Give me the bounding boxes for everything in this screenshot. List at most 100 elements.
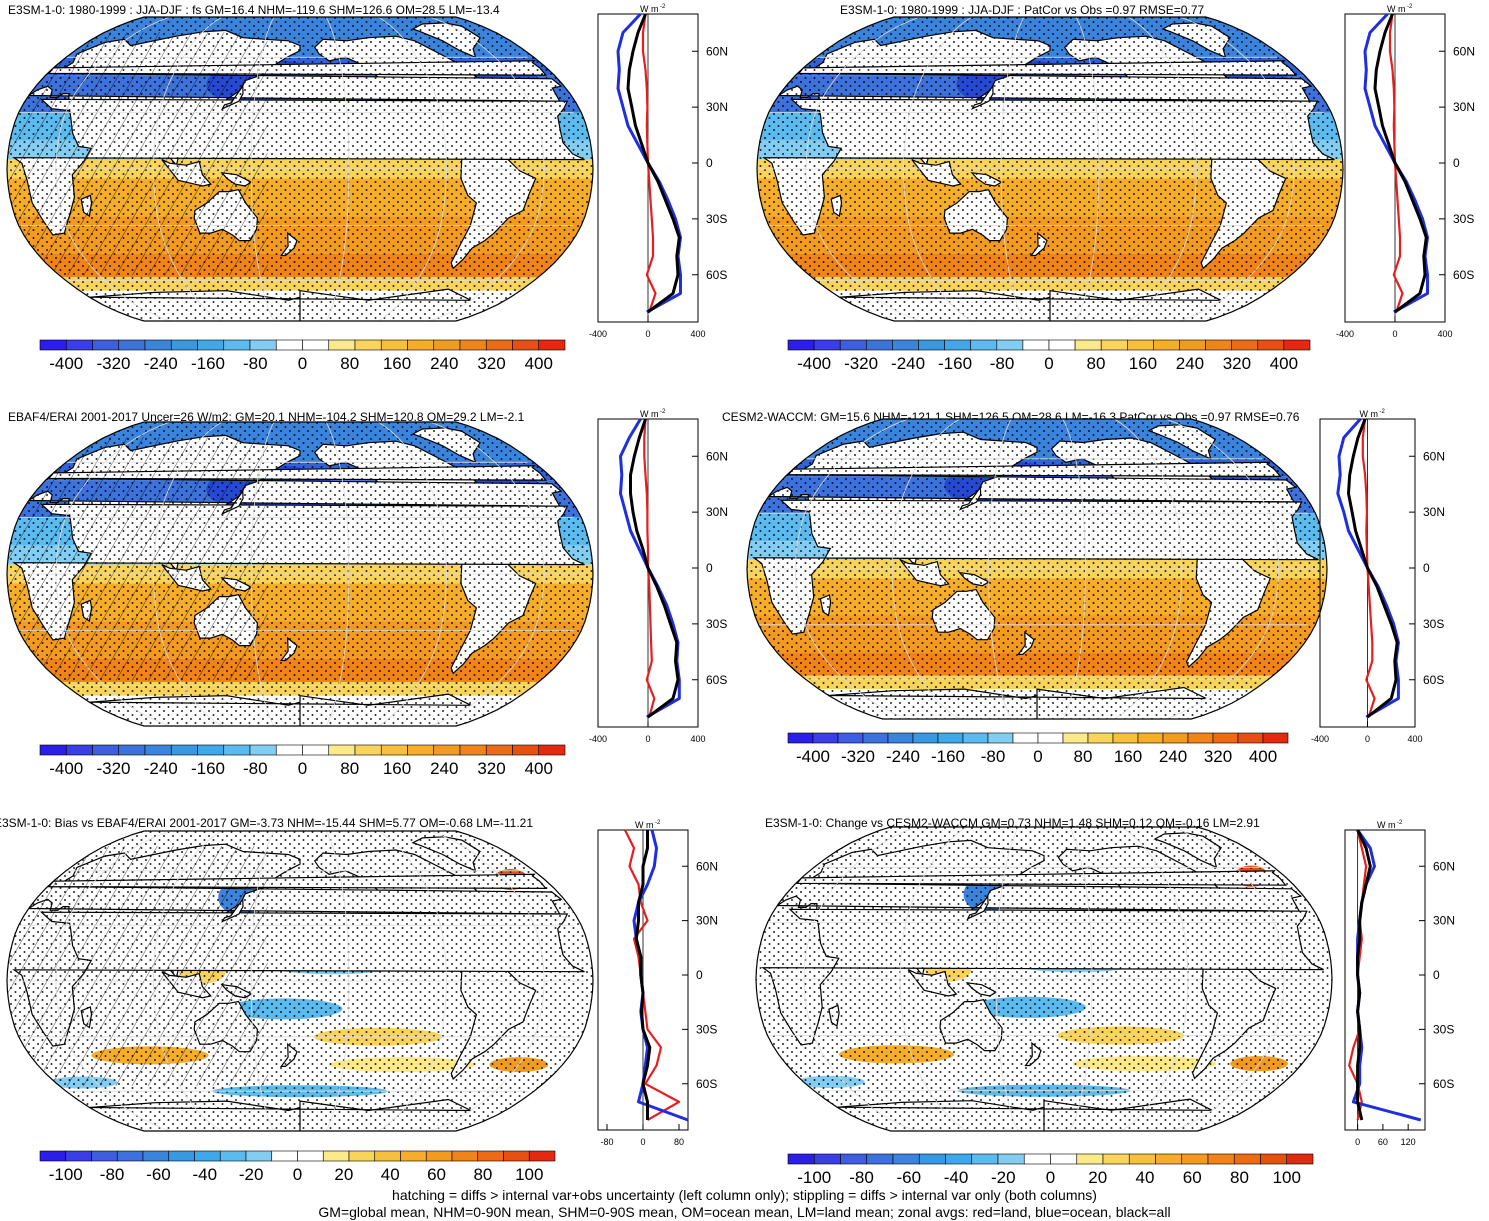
zonal-lat-label: 30N: [1423, 505, 1445, 519]
colorbar-swatch: [39, 339, 67, 351]
zonal-line-all: [1373, 13, 1428, 314]
zonal-frame: [1344, 829, 1426, 1131]
map-outline: [6, 830, 594, 1132]
colorbar-swatch: [840, 1153, 868, 1165]
panel-title: E3SM-1-0: Bias vs EBAF4/ERAI 2001-2017 G…: [0, 816, 534, 830]
zonal-unit: W m: [1387, 4, 1406, 14]
colorbar-swatch: [425, 1150, 453, 1162]
colorbar-tick-label: -240: [886, 747, 920, 766]
zonal-x-label: 400: [1407, 734, 1422, 744]
colorbar-swatch: [997, 1153, 1025, 1165]
colorbar-tick-label: 100: [1273, 1168, 1301, 1185]
colorbar-swatch: [1153, 339, 1180, 351]
colorbar-swatch: [1155, 1153, 1183, 1165]
zonal-lat-label: 0: [1433, 968, 1440, 982]
colorbar-swatch: [168, 1150, 195, 1162]
zonal-unit: W m: [1360, 409, 1379, 419]
colorbar-tick-label: 60: [1183, 1168, 1202, 1185]
zonal-lat-label: 60N: [1423, 449, 1445, 463]
colorbar-swatch: [1137, 732, 1164, 744]
zonal-lat-label: 30N: [696, 914, 718, 928]
colorbar-tick-label: -240: [891, 354, 925, 373]
panel-graphics: -100 -80 -60 -40 -20 0 20 40 60 80 10060N30N030S60…: [755, 820, 1455, 1185]
colorbar-tick-label: -160: [938, 354, 972, 373]
colorbar-swatch: [249, 744, 277, 756]
colorbar-swatch: [1074, 339, 1102, 351]
map-field: [757, 17, 1343, 321]
zonal-line-all: [634, 830, 652, 1120]
colorbar-swatch: [65, 339, 93, 351]
zonal-unit-exponent: -2: [1397, 820, 1403, 826]
colorbar-swatch: [787, 339, 815, 351]
colorbar-tick-label: 0: [1044, 354, 1053, 373]
panel-graphics: -400 -320 -240 -160 -80 0 80 160 240 320 400 60N 30N…: [6, 4, 728, 373]
zonal-x-label: -400: [589, 734, 607, 744]
colorbar-swatch: [918, 339, 945, 351]
panel-6: E3SM-1-0: Change vs CESM2-WACCM GM=0.73 …: [745, 810, 1489, 1185]
colorbar-tick-label: -400: [49, 354, 83, 373]
zonal-lat-label: 60S: [696, 1077, 717, 1091]
colorbar-swatch: [219, 1150, 247, 1162]
map-field: [7, 17, 593, 321]
colorbar-tick-label: 40: [1136, 1168, 1155, 1185]
zonal-lat-label: 30N: [1453, 100, 1475, 114]
colorbar-swatch: [787, 1153, 815, 1165]
colorbar-tick-label: -400: [797, 354, 831, 373]
colorbar-swatch: [485, 339, 513, 351]
colorbar-swatch: [538, 744, 566, 756]
colorbar-swatch: [407, 744, 435, 756]
colorbar-tick-label: 160: [1129, 354, 1157, 373]
colorbar-swatch: [1100, 339, 1128, 351]
colorbar-swatch: [92, 339, 120, 351]
colorbar-tick-label: 240: [1176, 354, 1204, 373]
zonal-lat-label: 30S: [1453, 212, 1474, 226]
zonal-x-label: -80: [600, 1137, 613, 1147]
panel-title: E3SM-1-0: 1980-1999 : JJA-DJF : PatCor v…: [840, 3, 1205, 17]
map-outline: [6, 421, 594, 727]
colorbar-swatch: [197, 339, 225, 351]
zonal-lat-label: 60S: [1423, 673, 1444, 687]
colorbar-swatch: [144, 744, 172, 756]
colorbar-tick-label: -400: [796, 747, 830, 766]
colorbar-tick-label: 320: [477, 354, 505, 373]
colorbar-tick-label: 0: [1046, 1168, 1055, 1185]
colorbar-tick-label: -60: [146, 1165, 171, 1184]
colorbar-tick-label: 400: [1249, 747, 1277, 766]
zonal-unit-exponent: -2: [1407, 4, 1413, 10]
colorbar-tick-label: 80: [1087, 354, 1106, 373]
panel-graphics: -100 -80 -60 -40 -20 0 20 40 60 80 10060N30N030S60…: [6, 820, 718, 1184]
zonal-x-label: 400: [690, 329, 705, 339]
map-field: [756, 827, 1332, 1131]
colorbar-swatch: [91, 1150, 118, 1162]
colorbar-swatch: [302, 339, 330, 351]
colorbar-swatch: [275, 339, 303, 351]
colorbar-swatch: [1283, 339, 1311, 351]
colorbar-swatch: [322, 1150, 350, 1162]
colorbar-swatch: [944, 339, 972, 351]
zonal-x-label: 80: [674, 1137, 684, 1147]
colorbar-swatch: [1126, 339, 1154, 351]
colorbar-swatch: [380, 744, 408, 756]
colorbar-tick-label: -160: [191, 354, 225, 373]
zonal-x-label: 120: [1401, 1137, 1416, 1147]
zonal-line-ocean: [1351, 829, 1422, 1122]
zonal-lat-label: 0: [1453, 156, 1460, 170]
colorbar-tick-label: 320: [1223, 354, 1251, 373]
colorbar-swatch: [912, 732, 939, 744]
colorbar-tick-label: 160: [383, 354, 411, 373]
colorbar-swatch: [1233, 1153, 1261, 1165]
colorbar-tick-label: 400: [1270, 354, 1298, 373]
colorbar-swatch: [787, 732, 814, 744]
zonal-unit: W m: [1377, 820, 1396, 830]
panel-graphics: -400 -320 -240 -160 -80 0 80 160 240 320 400 60N 30N…: [6, 409, 728, 778]
colorbar-swatch: [39, 744, 67, 756]
map-outline: [756, 16, 1344, 322]
colorbar-swatch: [380, 339, 408, 351]
colorbar-swatch: [223, 339, 251, 351]
zonal-x-label: 60: [1378, 1137, 1388, 1147]
colorbar-swatch: [271, 1150, 298, 1162]
zonal-lat-label: 0: [696, 968, 703, 982]
colorbar-swatch: [194, 1150, 221, 1162]
colorbar-tick-label: 80: [473, 1165, 492, 1184]
zonal-x-label: 0: [1392, 329, 1397, 339]
